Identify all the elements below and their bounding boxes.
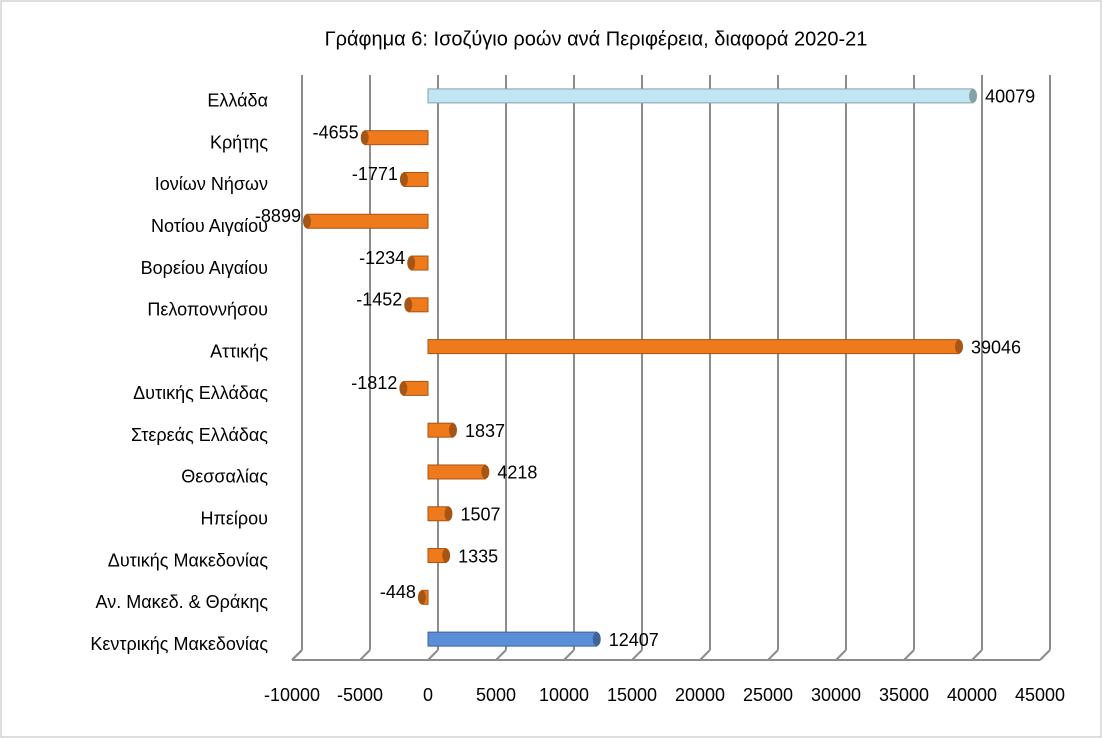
x-tick-label: 40000 [947,685,997,705]
x-tick-label: 20000 [675,685,725,705]
value-label: -4655 [313,122,359,142]
y-tick-label: Ιονίων Νήσων [155,174,268,194]
bar-cap [404,297,413,312]
bar-cap [399,381,408,396]
grid-line [291,649,303,661]
bar-cap [955,339,964,354]
grid-line [1039,649,1051,661]
bar-cap [444,506,453,521]
y-tick-label: Θεσσαλίας [181,467,268,487]
chart-title: Γράφημα 6: Ισοζύγιο ροών ανά Περιφέρεια,… [325,28,868,50]
grid-line [495,649,507,661]
value-label: -1452 [356,290,402,310]
y-tick-label: Δυτικής Ελλάδας [133,383,268,403]
value-label: -1812 [351,373,397,393]
y-tick-label: Ηπείρου [200,509,268,529]
bar-cap [592,632,601,647]
x-tick-label: 15000 [607,685,657,705]
value-label: -8899 [255,206,301,226]
grid-line [699,649,711,661]
grid-line [563,649,575,661]
y-tick-label: Ελλάδα [207,91,268,111]
x-tick-label: 25000 [743,685,793,705]
y-tick-label: Δυτικής Μακεδονίας [108,550,269,570]
x-tick-label: 45000 [1015,685,1065,705]
bar [427,464,486,480]
bar-cap [448,423,457,438]
y-tick-label: Αττικής [210,341,268,361]
value-label: 1335 [458,546,498,566]
y-tick-label: Νοτίου Αιγαίου [151,216,268,236]
x-tick-label: 30000 [811,685,861,705]
grid-line [767,649,779,661]
grid-line [835,649,847,661]
value-label: 1837 [465,421,505,441]
value-label: 40079 [985,87,1035,107]
value-label: 1507 [460,505,500,525]
bar-cap [442,548,451,563]
x-tick-label: 0 [423,685,433,705]
value-label: -448 [380,582,416,602]
x-tick-label: -5000 [337,685,383,705]
bar [427,339,960,355]
value-label: -1234 [359,248,405,268]
bar [306,213,429,229]
y-tick-label: Βορείου Αιγαίου [141,258,268,278]
y-tick-label: Στερεάς Ελλάδας [131,425,268,445]
value-label: -1771 [352,164,398,184]
y-tick-label: Αν. Μακεδ. & Θράκης [96,592,269,612]
y-tick-label: Κεντρικής Μακεδονίας [90,634,268,654]
bar [364,130,429,146]
x-tick-label: 10000 [539,685,589,705]
y-tick-label: Κρήτης [210,132,268,152]
x-tick-label: 5000 [476,685,516,705]
bar [427,631,598,647]
bar-cap [417,590,426,605]
bar-cap [399,172,408,187]
y-tick-label: Πελοποννήσου [147,300,268,320]
grid-line [631,649,643,661]
x-tick-label: 35000 [879,685,929,705]
grid-line [359,649,371,661]
x-tick-label: -10000 [264,685,320,705]
value-label: 4218 [497,463,537,483]
grid-line [971,649,983,661]
value-label: 39046 [971,337,1021,357]
bar-cap [969,88,978,103]
value-label: 12407 [609,630,659,650]
grid-line [427,649,439,661]
bar-cap [302,214,311,229]
bar-cap [407,256,416,271]
grid-line [903,649,915,661]
bar [427,88,974,104]
bar-cap [360,130,369,145]
bar-cap [481,464,490,479]
